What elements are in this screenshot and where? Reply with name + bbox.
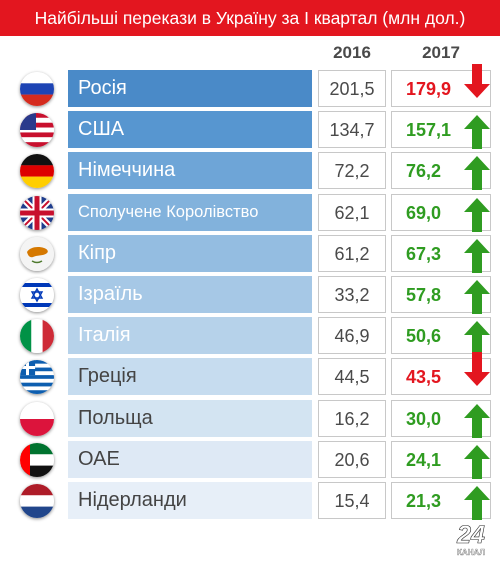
country-bar: Нідерланди [68,482,312,519]
table-row: Греція 44,5 43,5 [0,352,500,396]
table-row: Італія 46,9 50,6 [0,317,500,356]
value-2016: 62,1 [318,193,386,231]
country-name: Німеччина [78,159,176,182]
poland-flag [20,401,54,436]
channel-24-logo: 24 КАНАЛ [456,521,486,557]
chart-title: Найбільші перекази в Україну за I кварта… [34,8,466,28]
cyprus-flag [20,236,54,271]
arrow-up-icon [464,403,490,443]
italy-flag [20,319,54,354]
uae-flag [20,442,54,477]
value-2016: 33,2 [318,276,386,313]
country-bar: Польща [68,399,312,437]
logo-word: КАНАЛ [457,548,485,557]
value-2016: 15,4 [318,482,386,519]
value-2016: 61,2 [318,234,386,272]
country-bar: США [68,111,312,149]
country-name: Греція [78,365,137,388]
country-bar: Італія [68,317,312,355]
greece-flag [20,360,54,395]
arrow-up-icon [464,238,490,278]
country-bar: Греція [68,358,312,396]
country-name: США [78,118,125,141]
arrow-up-icon [464,197,490,237]
country-bar: Ізраїль [68,276,312,313]
arrow-down-icon [464,64,490,103]
arrow-up-icon [464,156,490,195]
table-row: ОАЕ 20,6 24,1 [0,440,500,479]
arrow-up-icon [464,280,490,319]
value-2016: 44,5 [318,358,386,396]
column-header-2016: 2016 [333,43,371,62]
netherlands-flag [20,484,54,518]
country-name: ОАЕ [78,447,120,470]
arrow-up-icon [464,321,490,360]
germany-flag [20,154,54,189]
value-2016: 201,5 [318,70,386,107]
usa-flag [20,113,54,148]
country-name: Кіпр [78,241,117,264]
value-2016: 20,6 [318,440,386,478]
table-row: США 134,7 157,1 [0,111,500,150]
table-row: Ізраїль 33,2 57,8 [0,276,500,314]
israel-flag [20,278,54,312]
value-2016: 16,2 [318,399,386,437]
table-row: Німеччина 72,2 76,2 [0,152,500,191]
table-row: Росія 201,5 179,9 [0,64,500,107]
value-2017: 69,0 [391,193,491,231]
value-2016: 134,7 [318,111,386,149]
arrow-down-icon [464,352,490,391]
russia-flag [20,72,54,106]
arrow-up-icon [464,444,490,484]
country-bar: Росія [68,70,312,107]
value-2016: 46,9 [318,317,386,355]
table-row: Нідерланди 15,4 21,3 [0,482,500,520]
country-bar: Сполучене Королівство [68,193,312,231]
title-bar [0,0,500,36]
country-name: Польща [78,406,153,429]
country-bar: Кіпр [68,234,312,272]
arrow-up-icon [464,486,490,525]
table-row: Сполучене Королівство 62,1 69,0 [0,193,500,232]
logo-number: 24 [456,521,485,549]
column-header-2017: 2017 [422,43,460,62]
country-bar: Німеччина [68,152,312,190]
country-bar: ОАЕ [68,440,312,478]
country-name: Сполучене Королівство [78,202,259,221]
country-name: Нідерланди [78,489,187,511]
table-row: Польща 16,2 30,0 [0,399,500,438]
arrow-up-icon [464,115,490,154]
table-row: Кіпр 61,2 67,3 [0,234,500,273]
country-name: Ізраїль [78,283,143,305]
country-name: Росія [78,77,127,99]
value-2016: 72,2 [318,152,386,190]
uk-flag [20,195,54,230]
country-name: Італія [78,324,131,347]
